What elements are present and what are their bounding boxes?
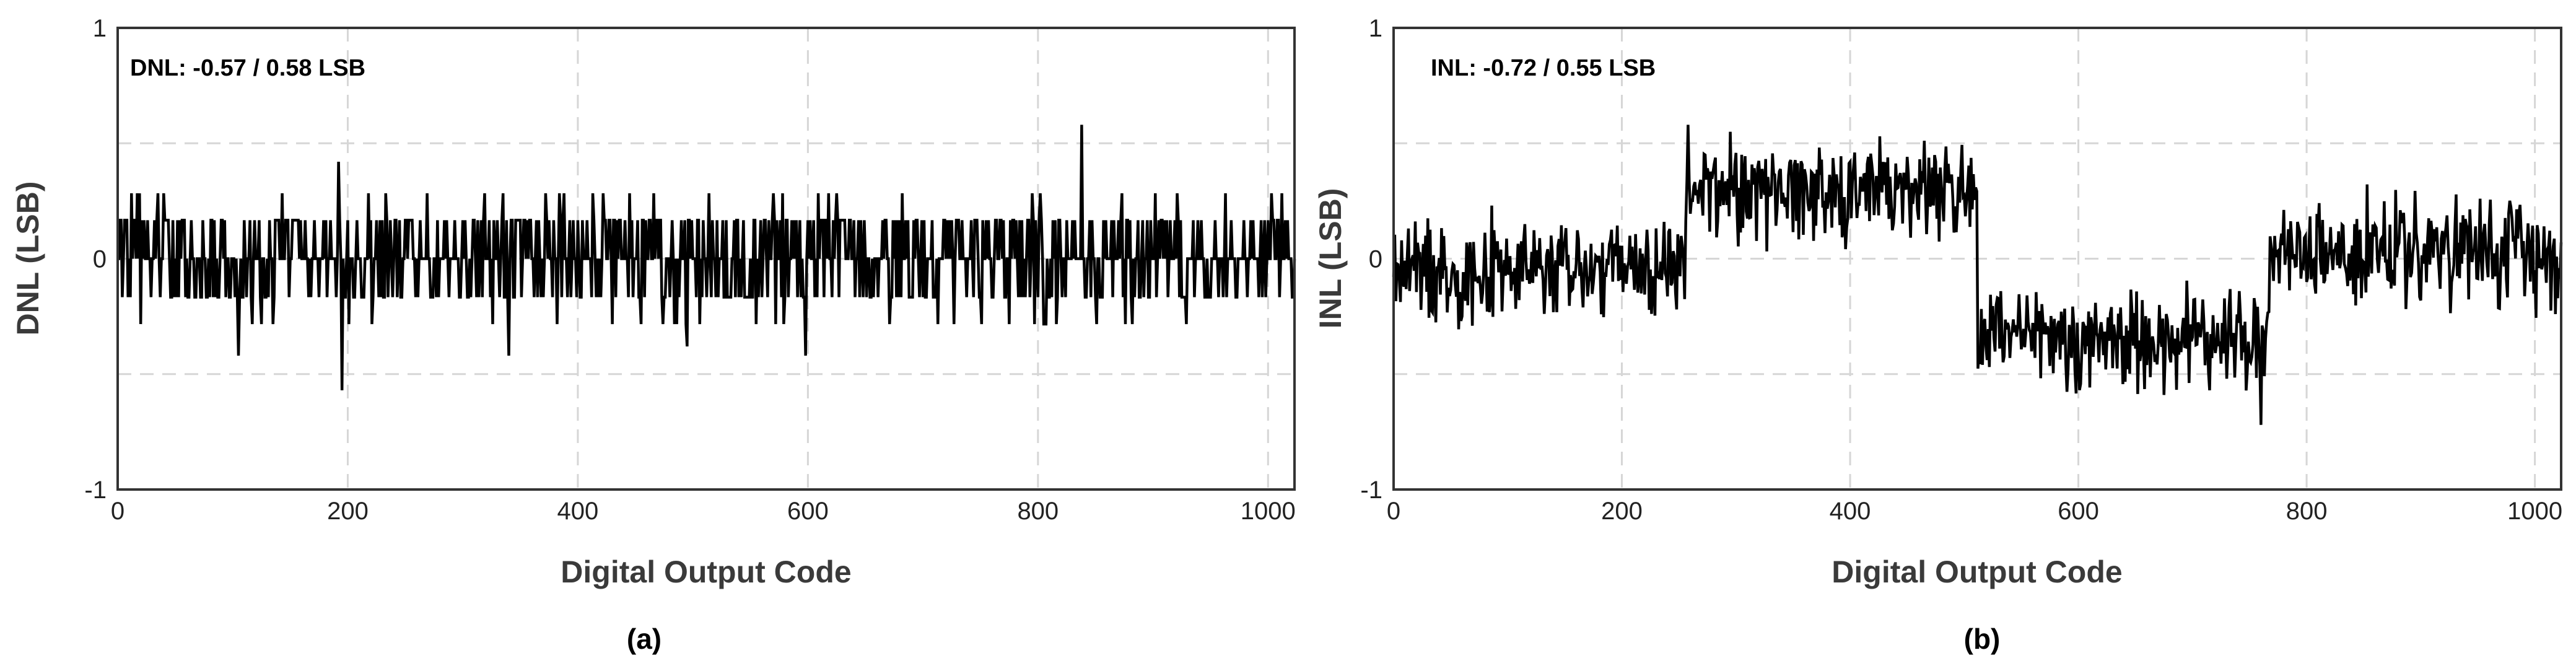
x-tick-label-a-5: 1000 xyxy=(1241,498,1296,525)
series-line-b xyxy=(1392,125,2563,425)
x-tick-label-b-3: 600 xyxy=(2058,498,2099,525)
annotation-b: INL: -0.72 / 0.55 LSB xyxy=(1431,55,1656,81)
plot-frame-a xyxy=(116,27,1296,491)
annotation-a: DNL: -0.57 / 0.58 LSB xyxy=(130,55,365,81)
x-tick-label-a-4: 800 xyxy=(1017,498,1059,525)
x-tick-label-a-1: 200 xyxy=(327,498,369,525)
series-b xyxy=(1392,125,2563,425)
y-tick-label-b-0: -1 xyxy=(1360,476,1382,504)
x-ticks-b: 0 200 400 600 800 1000 xyxy=(1387,498,2562,525)
x-tick-label-b-4: 800 xyxy=(2286,498,2328,525)
y-ticks-a: -1 0 1 xyxy=(84,15,107,504)
y-tick-label-b-2: 1 xyxy=(1369,15,1382,42)
caption-a: (a) xyxy=(627,623,661,655)
x-tick-label-b-0: 0 xyxy=(1387,498,1400,525)
y-tick-label-b-1: 0 xyxy=(1369,246,1382,273)
x-tick-label-a-2: 400 xyxy=(557,498,599,525)
y-tick-label-a-2: 1 xyxy=(93,15,107,42)
x-tick-label-b-2: 400 xyxy=(1830,498,1871,525)
plot-frame-b xyxy=(1392,27,2562,491)
caption-b: (b) xyxy=(1964,623,2001,655)
x-axis-label-a: Digital Output Code xyxy=(561,555,851,589)
x-axis-label-b: Digital Output Code xyxy=(1832,555,2122,589)
y-axis-label-a: DNL (LSB) xyxy=(11,181,45,335)
panel-b: 0 200 400 600 800 1000 -101 INL: -0.72 / 0.55… xyxy=(1313,15,2563,655)
x-ticks-a: 0 200 400 600 800 1000 xyxy=(111,498,1296,525)
y-tick-label-a-0: -1 xyxy=(84,476,107,504)
x-tick-label-b-5: 1000 xyxy=(2507,498,2562,525)
y-tick-label-a-1: 0 xyxy=(93,246,107,273)
series-line-a xyxy=(117,125,1296,390)
series-a xyxy=(117,125,1296,390)
x-tick-label-b-1: 200 xyxy=(1601,498,1643,525)
x-tick-label-a-0: 0 xyxy=(111,498,124,525)
y-axis-label-b: INL (LSB) xyxy=(1313,188,1348,329)
x-tick-label-a-3: 600 xyxy=(787,498,829,525)
panel-a: 0 200 400 600 800 1000 -101 DNL: -0.57 / 0.58… xyxy=(11,15,1296,655)
y-ticks-b: -1 0 1 xyxy=(1360,15,1382,504)
